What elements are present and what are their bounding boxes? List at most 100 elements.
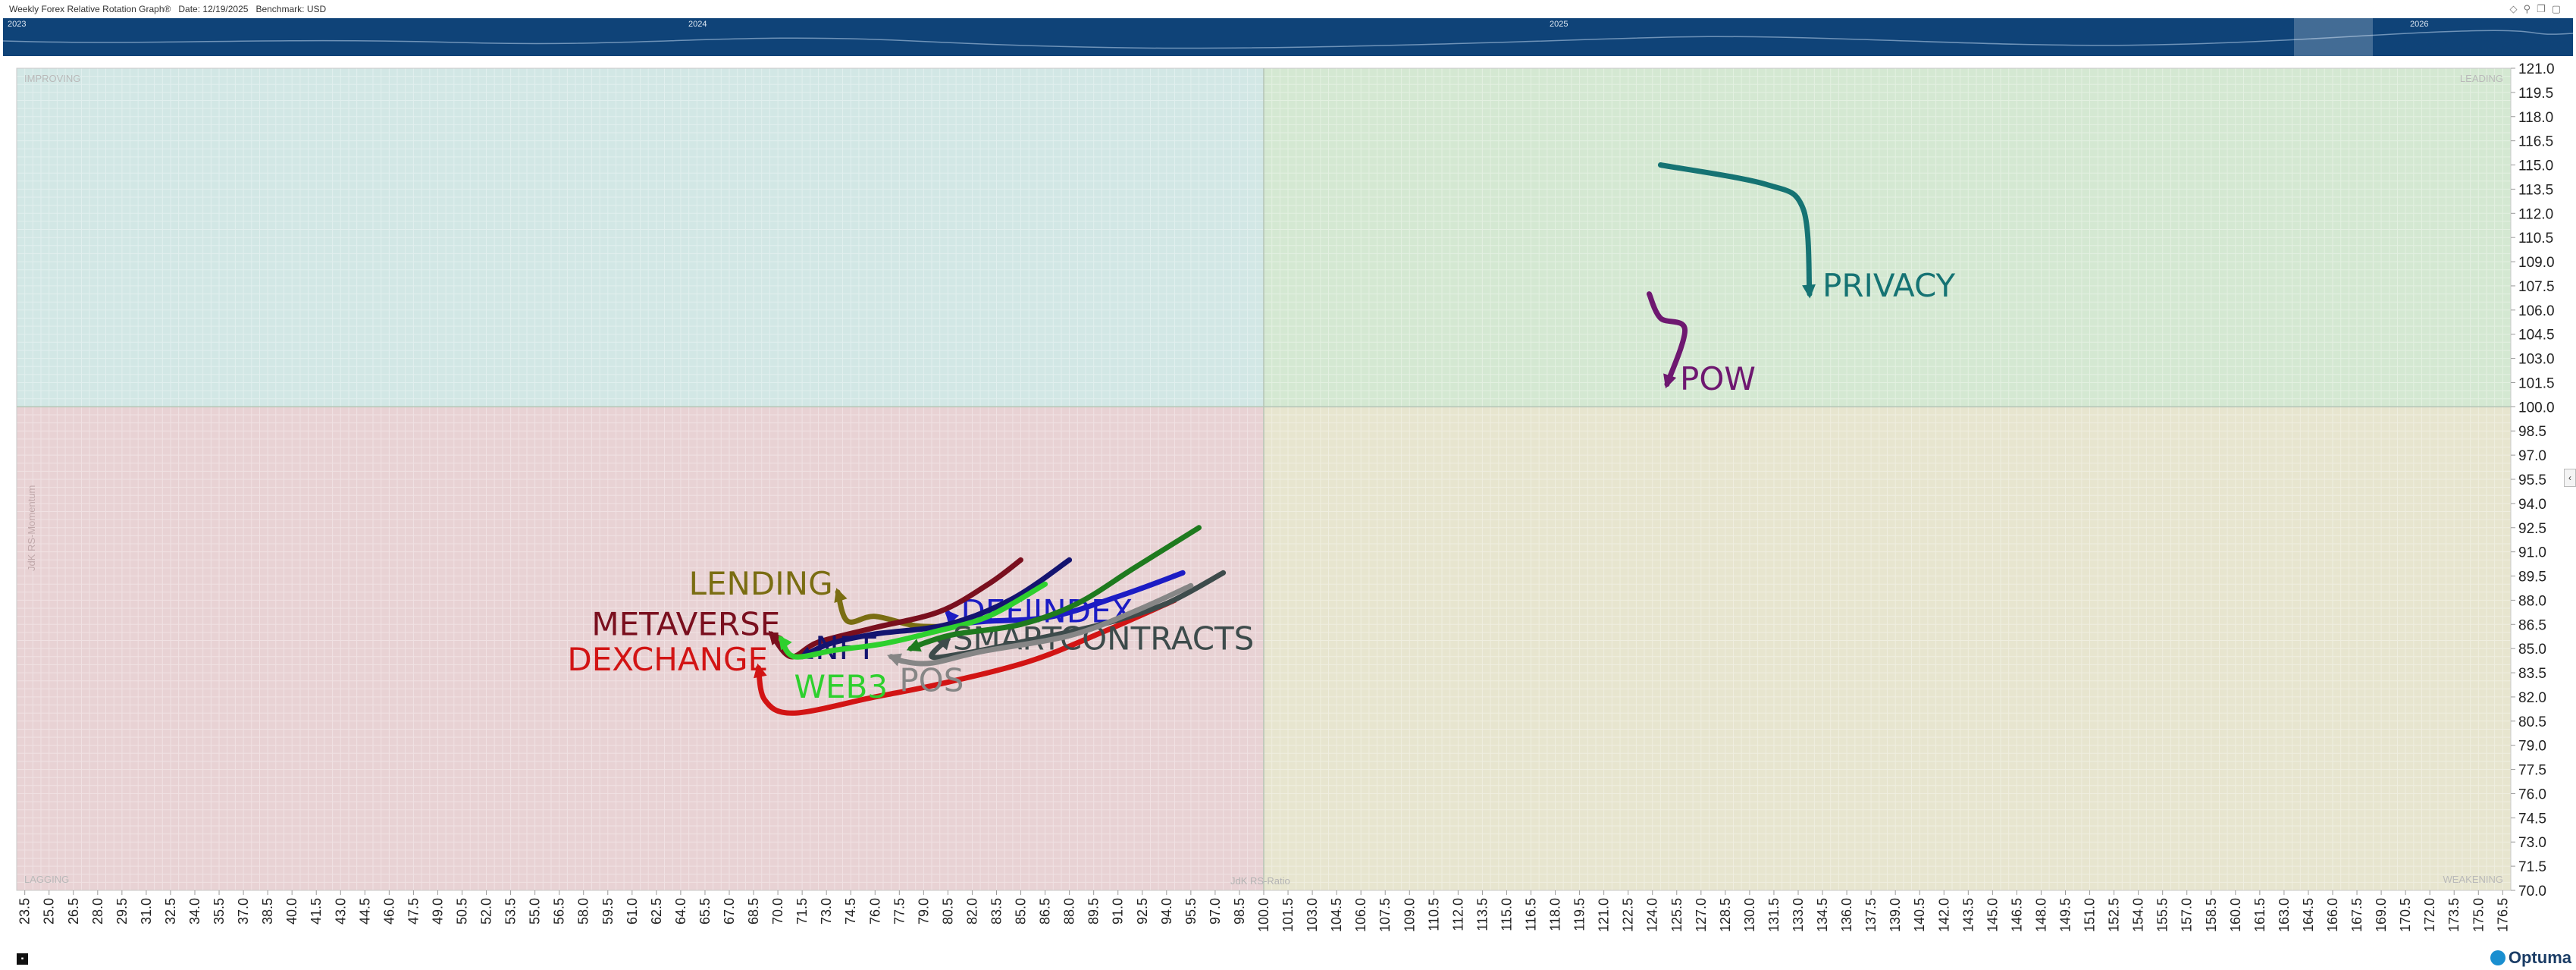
series-label-lending: LENDING	[689, 565, 833, 602]
x-tick-label: 176.5	[2495, 898, 2510, 932]
series-arrow-metaverse	[768, 630, 783, 645]
x-tick-label: 124.0	[1645, 898, 1660, 932]
y-tick-label: 115.0	[2518, 159, 2553, 174]
x-tick-label: 62.5	[649, 898, 664, 924]
optuma-logo: Optuma	[2490, 948, 2571, 968]
y-tick-label: 70.0	[2518, 884, 2546, 899]
quadrant-weakening	[1264, 407, 2511, 890]
x-tick-label: 130.0	[1742, 898, 1757, 932]
series-arrow-defiindex	[945, 609, 959, 625]
x-tick-label: 161.5	[2252, 898, 2267, 932]
timeline-navigator[interactable]: 2023 2024 2025 2026	[3, 18, 2573, 56]
series-label-dexchange: DEXCHANGE	[567, 641, 768, 678]
x-tick-label: 52.0	[479, 898, 494, 924]
x-tick-label: 143.5	[1960, 898, 1976, 932]
y-tick-label: 74.5	[2518, 811, 2546, 827]
y-tick-label: 106.0	[2518, 303, 2555, 319]
series-arrow-lending	[834, 588, 848, 603]
x-tick-label: 104.5	[1329, 898, 1344, 932]
quadrant-leading	[1264, 68, 2511, 407]
x-tick-label: 112.0	[1450, 898, 1465, 931]
x-tick-label: 41.5	[309, 898, 324, 924]
x-tick-label: 157.0	[2180, 898, 2195, 932]
x-tick-label: 106.0	[1353, 898, 1368, 932]
series-label-pow: POW	[1680, 360, 1756, 397]
series-tail-dexchange	[756, 597, 1177, 716]
restore-icon[interactable]: ❐	[2537, 3, 2552, 14]
x-tick-label: 100.0	[1256, 898, 1271, 932]
x-tick-label: 34.0	[187, 898, 202, 924]
x-tick-label: 43.0	[333, 898, 348, 924]
maximize-icon[interactable]: ▢	[2551, 3, 2567, 14]
x-tick-label: 94.0	[1159, 898, 1174, 924]
timeline-year: 2024	[688, 20, 707, 29]
quadrant-lagging	[17, 407, 1264, 890]
x-tick-label: 175.0	[2471, 898, 2486, 932]
y-tick-label: 94.0	[2518, 497, 2546, 513]
logo-text: Optuma	[2508, 948, 2571, 967]
x-tick-label: 64.0	[673, 898, 688, 924]
timeline-year: 2026	[2410, 20, 2429, 29]
x-tick-label: 163.0	[2277, 898, 2292, 932]
series-arrow-smartcontracts	[936, 636, 951, 651]
timeline-year: 2023	[8, 20, 27, 29]
x-tick-label: 133.0	[1791, 898, 1806, 932]
x-tick-label: 91.0	[1111, 898, 1126, 924]
window-controls[interactable]: ◇⚲❐▢	[2510, 3, 2567, 15]
series-tail-web3	[778, 581, 1048, 660]
x-tick-label: 47.5	[406, 898, 421, 924]
x-tick-label: 164.5	[2301, 898, 2316, 932]
y-tick-label: 71.5	[2518, 859, 2546, 875]
quadrant-label-improving: IMPROVING	[24, 73, 80, 84]
x-tick-label: 118.0	[1548, 898, 1563, 931]
x-tick-label: 110.5	[1426, 898, 1441, 931]
settings-icon[interactable]: ▪	[17, 953, 28, 965]
y-tick-label: 86.5	[2518, 617, 2546, 633]
y-tick-label: 80.5	[2518, 714, 2546, 730]
x-tick-label: 139.0	[1888, 898, 1903, 932]
y-tick-label: 118.0	[2518, 110, 2553, 126]
series-tail-privacy	[1657, 162, 1813, 297]
x-tick-label: 173.5	[2446, 898, 2462, 932]
x-tick-label: 32.5	[163, 898, 178, 924]
y-tick-label: 101.5	[2518, 375, 2555, 391]
x-tick-label: 37.0	[236, 898, 251, 924]
x-tick-label: 107.5	[1377, 898, 1393, 932]
x-tick-label: 29.5	[114, 898, 130, 924]
x-tick-label: 166.0	[2325, 898, 2340, 932]
y-tick-label: 103.0	[2518, 352, 2555, 368]
x-tick-label: 115.0	[1499, 898, 1514, 931]
series-arrow-pow	[1663, 373, 1677, 389]
y-tick-label: 119.5	[2518, 86, 2553, 102]
y-tick-label: 79.0	[2518, 739, 2546, 755]
x-tick-label: 146.5	[2009, 898, 2024, 932]
x-tick-label: 155.5	[2155, 898, 2170, 932]
series-arrow-pos	[887, 653, 902, 667]
diamond-icon[interactable]: ◇	[2509, 3, 2524, 14]
series-label-metaverse: METAVERSE	[591, 605, 780, 642]
y-tick-label: 109.0	[2518, 255, 2555, 271]
pin-icon[interactable]: ⚲	[2523, 3, 2537, 14]
rrg-chart: IMPROVING LEADING LAGGING WEAKENING JdK RS-R…	[16, 61, 2555, 932]
series-label-privacy: PRIVACY	[1822, 267, 1956, 304]
timeline-window-handle[interactable]	[2294, 18, 2373, 56]
series-tail-nft	[799, 557, 1073, 660]
x-tick-label: 65.5	[697, 898, 713, 924]
y-tick-label: 107.5	[2518, 279, 2555, 295]
x-tick-label: 74.5	[843, 898, 858, 924]
y-tick-label: 92.5	[2518, 521, 2546, 537]
x-tick-label: 140.5	[1912, 898, 1927, 932]
x-tick-label: 61.0	[625, 898, 640, 924]
x-tick-label: 160.0	[2228, 898, 2243, 932]
x-tick-label: 134.5	[1815, 898, 1830, 932]
x-tick-label: 26.5	[66, 898, 81, 924]
x-tick-label: 86.5	[1038, 898, 1053, 924]
x-tick-label: 88.0	[1062, 898, 1077, 924]
x-tick-label: 154.0	[2131, 898, 2146, 932]
x-tick-label: 67.0	[722, 898, 737, 924]
x-tick-label: 59.5	[600, 898, 616, 924]
x-tick-label: 151.0	[2082, 898, 2098, 932]
side-panel-toggle-icon[interactable]: ‹	[2564, 469, 2576, 487]
y-tick-label: 85.0	[2518, 642, 2546, 658]
x-tick-label: 44.5	[357, 898, 372, 924]
